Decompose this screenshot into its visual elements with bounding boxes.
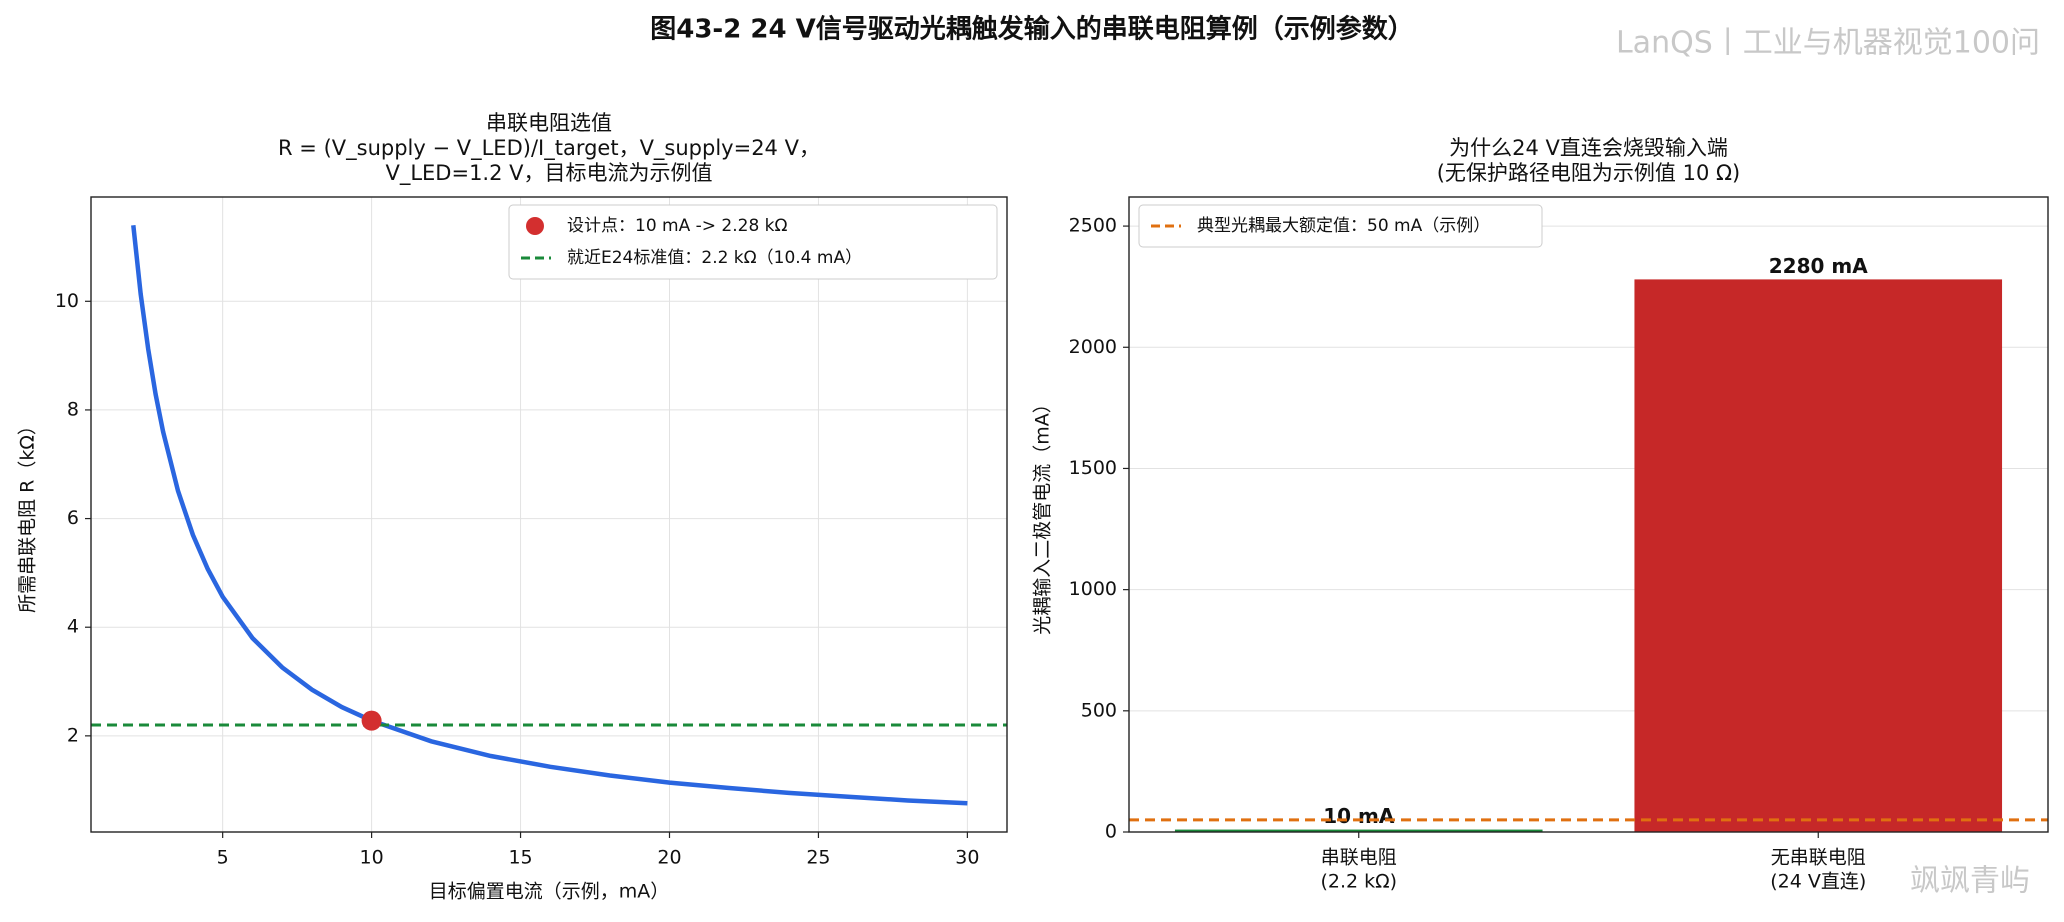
figure-title: 图43-2 24 V信号驱动光耦触发输入的串联电阻算例（示例参数） <box>650 14 1413 45</box>
legend-label: 典型光耦最大额定值：50 mA（示例） <box>1197 216 1490 236</box>
y-tick-label: 4 <box>67 616 79 638</box>
x-tick-label: 15 <box>508 847 532 869</box>
x-tick-label: 无串联电阻 <box>1771 847 1866 869</box>
y-tick-label: 2 <box>67 724 79 746</box>
x-tick-label: 串联电阻 <box>1321 847 1397 869</box>
value-label: 10 mA <box>1323 804 1395 828</box>
y-tick-label: 0 <box>1105 821 1117 843</box>
x-tick-label: (2.2 kΩ) <box>1320 871 1397 893</box>
legend-box <box>508 204 998 280</box>
y-tick-label: 2000 <box>1069 336 1117 358</box>
legend-label: 就近E24标准值：2.2 kΩ（10.4 mA） <box>567 248 862 268</box>
axes-frame <box>1128 196 2049 833</box>
y-tick-label: 8 <box>67 398 79 420</box>
bar <box>1634 279 2003 833</box>
subplot-title: R = (V_supply − V_LED)/I_target，V_supply… <box>278 136 820 161</box>
x-axis-label: 目标偏置电流（示例，mA） <box>429 881 670 903</box>
curve <box>131 224 968 806</box>
x-tick-label: (24 V直连) <box>1770 871 1866 893</box>
legend-marker <box>526 217 544 235</box>
bar <box>1174 829 1543 832</box>
x-tick-label: 10 <box>360 847 384 869</box>
y-axis-label: 光耦输入二极管电流（mA） <box>1032 394 1054 635</box>
x-tick-label: 5 <box>217 847 229 869</box>
y-tick-label: 10 <box>55 290 79 312</box>
watermark-bottom: 飒飒青屿 <box>1910 864 2030 899</box>
legend-label: 设计点：10 mA -> 2.28 kΩ <box>567 216 788 236</box>
x-tick-label: 25 <box>806 847 830 869</box>
subplot-title: (无保护路径电阻为示例值 10 Ω) <box>1437 161 1741 185</box>
y-tick-label: 6 <box>67 507 79 529</box>
y-axis-label: 所需串联电阻 R（kΩ） <box>17 416 39 613</box>
subplot-title: 串联电阻选值 <box>486 111 612 135</box>
x-tick-label: 20 <box>657 847 681 869</box>
y-tick-label: 500 <box>1081 699 1117 721</box>
design-point <box>361 710 382 731</box>
axes-frame <box>90 196 1008 833</box>
value-label: 2280 mA <box>1769 254 1868 278</box>
legend-box <box>1138 204 1543 248</box>
y-tick-label: 1000 <box>1069 578 1117 600</box>
y-tick-label: 1500 <box>1069 457 1117 479</box>
subplot-title: 为什么24 V直连会烧毁输入端 <box>1449 136 1728 160</box>
y-tick-label: 2500 <box>1069 215 1117 237</box>
subplot-title: V_LED=1.2 V，目标电流为示例值 <box>385 161 712 186</box>
x-tick-label: 30 <box>955 847 979 869</box>
watermark: LanQS丨工业与机器视觉100问 <box>1616 26 2040 61</box>
